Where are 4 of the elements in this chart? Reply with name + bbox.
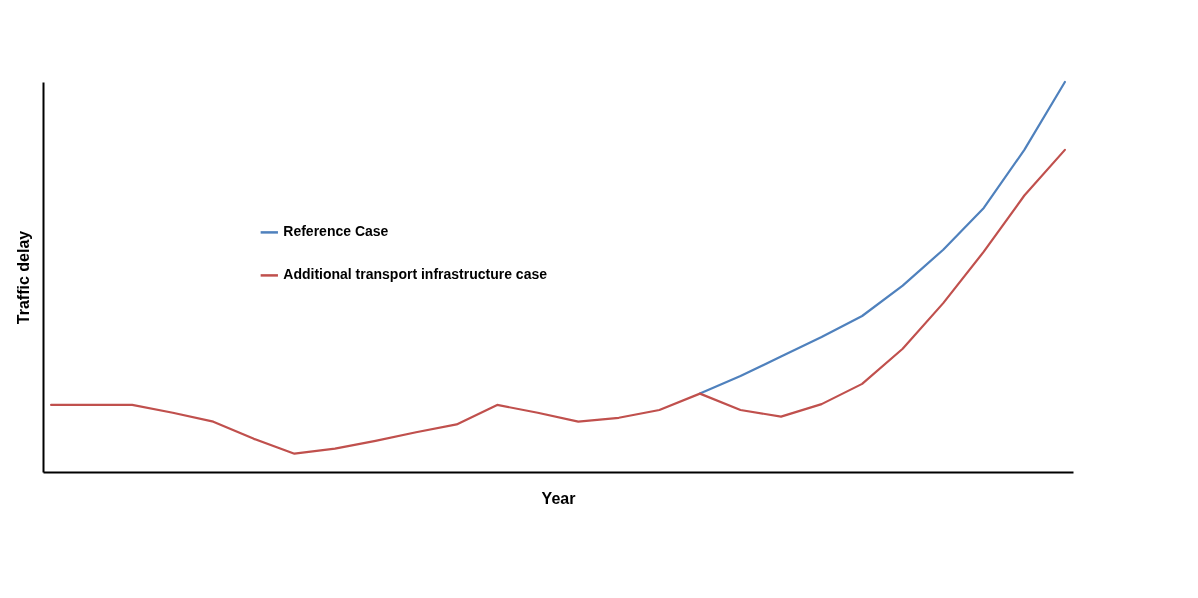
legend-label: Reference Case xyxy=(283,223,389,240)
x-axis-title: Year xyxy=(541,489,576,507)
y-axis-title: Traffic delay xyxy=(14,230,32,325)
legend-label: Additional transport infrastructure case xyxy=(283,266,548,283)
